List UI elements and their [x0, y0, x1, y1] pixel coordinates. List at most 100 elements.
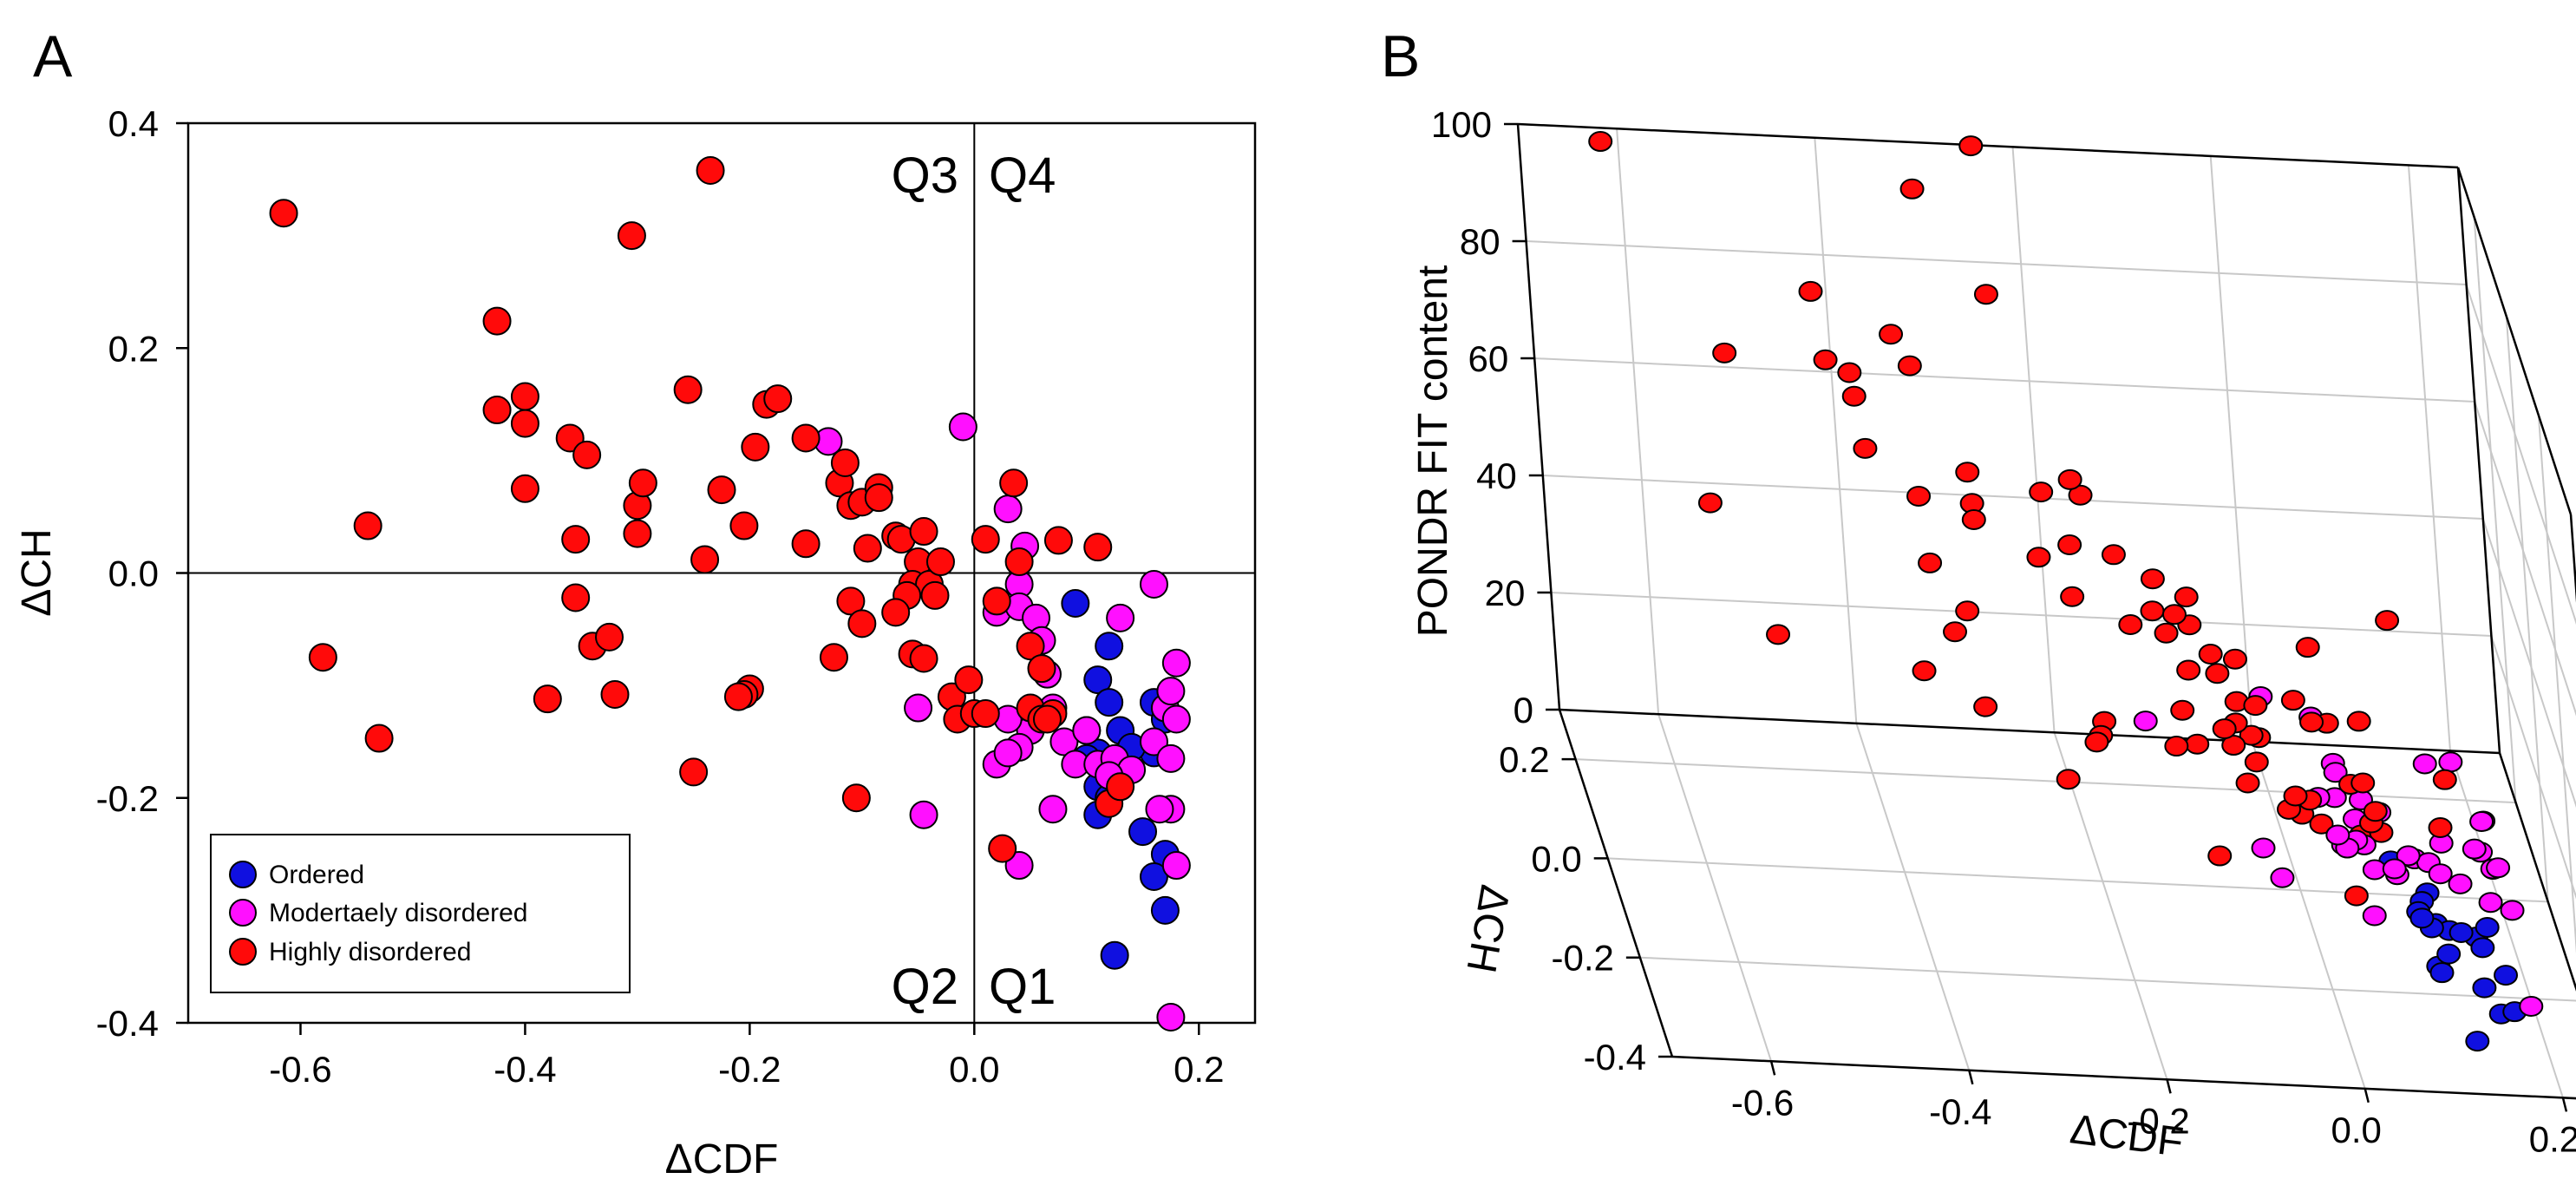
point3d-highly-disordered [2295, 637, 2320, 658]
box-edge [1558, 709, 1674, 1058]
point3d-ordered [2465, 1031, 2490, 1052]
z-tick-label: 0 [1514, 690, 1533, 730]
point3d-highly-disordered [1955, 600, 1980, 622]
x-tick-label: -0.4 [1929, 1091, 1991, 1132]
point-highly-disordered [482, 396, 512, 425]
point-highly-disordered [482, 306, 512, 336]
point-moderately-disordered [1161, 704, 1191, 734]
point-highly-disordered [841, 783, 871, 813]
y-tick-label: -0.2 [1551, 938, 1613, 979]
point-highly-disordered [909, 517, 938, 547]
x-tick-label: 0.0 [949, 1049, 999, 1090]
point-highly-disordered [836, 586, 866, 616]
chart-a: -0.6 -0.4 -0.2 0.0 0.2 -0.4 -0.2 0.0 0.2 0.4 ΔCD… [14, 103, 1257, 1182]
point-highly-disordered [690, 545, 720, 574]
point-highly-disordered [1016, 632, 1045, 661]
point-moderately-disordered [1156, 677, 1186, 706]
grid-line [1657, 713, 1773, 1062]
point3d-moderately-disordered [2412, 753, 2437, 775]
point3d-highly-disordered [2309, 813, 2334, 835]
quadrant-label-q4: Q4 [989, 147, 1056, 204]
point3d-highly-disordered [2057, 534, 2082, 556]
box-edge [2569, 514, 2576, 603]
point3d-highly-disordered [2350, 772, 2376, 794]
point-highly-disordered [864, 483, 893, 513]
point3d-moderately-disordered [2519, 995, 2544, 1017]
point3d-ordered [2429, 962, 2455, 984]
point3d-highly-disordered [2239, 724, 2264, 746]
point-highly-disordered [925, 547, 955, 577]
point3d-highly-disordered [2280, 690, 2305, 711]
point3d-highly-disordered [2170, 699, 2195, 721]
y-tick-label: 0.0 [108, 553, 159, 594]
point-moderately-disordered [1156, 743, 1186, 773]
point3d-moderately-disordered [2323, 762, 2348, 783]
point3d-moderately-disordered [2500, 900, 2525, 921]
point-highly-disordered [729, 511, 759, 540]
chart-b-z-axis-title: PONDR FIT content [1410, 265, 1456, 638]
point3d-moderately-disordered [2486, 857, 2511, 879]
box-edge [1517, 122, 2459, 169]
point3d-highly-disordered [1853, 437, 1878, 459]
x-tick-label: -0.2 [2127, 1100, 2189, 1141]
grid-line [2449, 750, 2564, 1098]
point3d-moderately-disordered [2133, 711, 2158, 732]
point3d-moderately-disordered [2362, 905, 2387, 927]
point-highly-disordered [819, 643, 848, 672]
point3d-highly-disordered [2283, 785, 2308, 807]
point-highly-disordered [1027, 654, 1056, 684]
point3d-moderately-disordered [2469, 810, 2494, 832]
point3d-highly-disordered [2198, 643, 2223, 665]
point3d-moderately-disordered [2428, 863, 2453, 885]
point-ordered [1128, 817, 1158, 847]
point3d-highly-disordered [1943, 621, 1968, 643]
point3d-highly-disordered [2346, 711, 2371, 732]
point3d-highly-disordered [2118, 614, 2143, 636]
point-highly-disordered [561, 583, 591, 612]
x-tick-label: -0.6 [1731, 1082, 1794, 1123]
point-highly-disordered [600, 679, 630, 709]
point-highly-disordered [954, 665, 984, 695]
point3d-highly-disordered [1918, 552, 1943, 573]
legend-marker-highly-disordered [229, 938, 257, 966]
grid-line [2474, 401, 2576, 717]
panel-a-label: A [33, 23, 73, 89]
point-highly-disordered [561, 525, 591, 554]
point3d-ordered [2409, 907, 2435, 929]
grid-line [2537, 415, 2576, 954]
point3d-highly-disordered [2243, 695, 2268, 717]
point3d-highly-disordered [2140, 568, 2165, 590]
point-moderately-disordered [993, 738, 1023, 768]
point-ordered [1083, 665, 1113, 695]
point-moderately-disordered [1004, 851, 1034, 881]
point3d-highly-disordered [2212, 718, 2237, 740]
point-highly-disordered [510, 382, 539, 411]
x-tick-mark [1769, 1060, 1776, 1076]
x-tick-mark [2166, 1079, 2172, 1094]
point3d-highly-disordered [1973, 696, 1998, 717]
grid-line [1526, 240, 2467, 285]
point3d-highly-disordered [2140, 600, 2165, 622]
grid-line [1542, 475, 2483, 520]
z-tick-label: 60 [1468, 338, 1508, 379]
point-ordered [1095, 632, 1124, 661]
grid-line [1534, 357, 2475, 403]
point3d-moderately-disordered [2251, 837, 2276, 859]
point3d-highly-disordered [1766, 624, 1791, 645]
point-moderately-disordered [1161, 851, 1191, 881]
point3d-highly-disordered [1973, 284, 1998, 305]
x-tick-mark [1968, 1070, 1974, 1085]
grid-line [1639, 956, 2576, 1002]
chart-b-data-points [1588, 131, 2544, 1052]
point3d-highly-disordered [1955, 462, 1980, 483]
point3d-highly-disordered [1899, 178, 1925, 200]
point3d-highly-disordered [2235, 772, 2260, 794]
grid-line [2505, 316, 2549, 902]
point-highly-disordered [723, 682, 753, 711]
point-highly-disordered [763, 384, 793, 414]
point3d-moderately-disordered [2448, 873, 2473, 894]
chart-b-z-axis: 0 20 40 60 80 100 [1431, 104, 1559, 730]
x-tick-label: 0.0 [2331, 1110, 2382, 1150]
quadrant-label-q2: Q2 [892, 959, 958, 1015]
point-ordered [1139, 861, 1168, 891]
